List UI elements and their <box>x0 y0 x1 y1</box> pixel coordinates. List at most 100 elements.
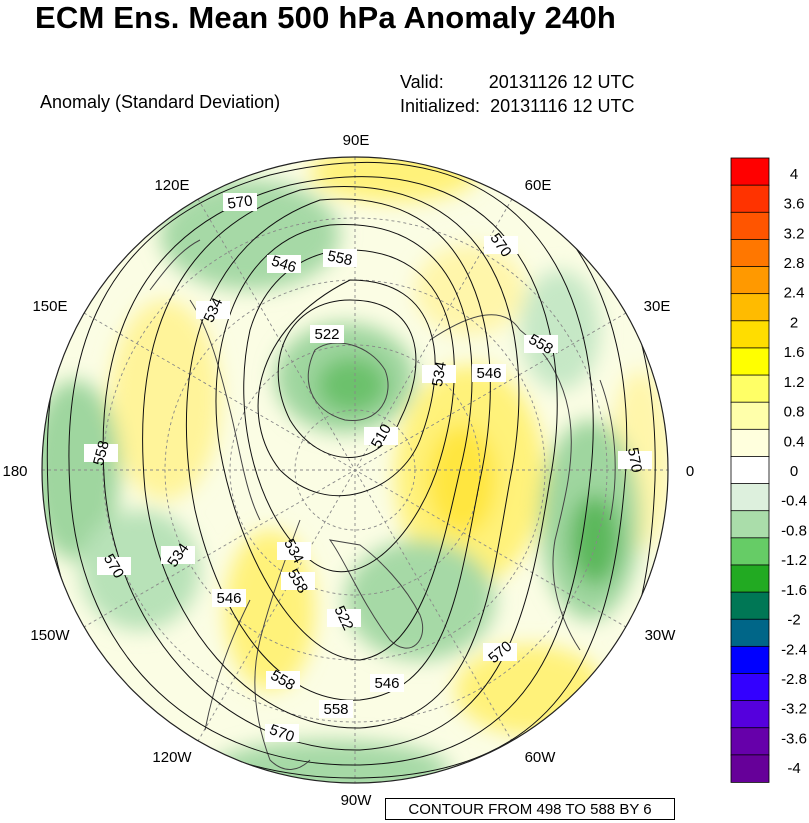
contour-labels: 570 558 546 534 522 510 558 546 534 522 … <box>84 192 652 746</box>
colorbar-cell <box>730 673 770 702</box>
colorbar-cell <box>730 564 770 593</box>
coast-greenland <box>328 539 424 649</box>
colorbar-tick-label: -0.8 <box>781 522 807 539</box>
contour-label-text: 546 <box>476 365 501 382</box>
coast-siberia-alaska <box>189 299 261 521</box>
lon-label-90e: 90E <box>343 132 370 149</box>
colorbar-cell <box>730 456 770 485</box>
lon-label-0: 0 <box>686 463 694 480</box>
lon-label-120e: 120E <box>154 177 189 194</box>
contour-label: 546 <box>212 589 246 607</box>
colorbar-cell <box>730 754 770 783</box>
colorbar-tick-label: 4 <box>790 166 798 183</box>
lon-label-30e: 30E <box>644 298 671 315</box>
coast-kamchatka <box>149 239 201 291</box>
colorbar-cell <box>730 483 770 512</box>
map-boundary <box>41 156 669 784</box>
longitude-labels: 90E 60E 30E 0 30W 60W 90W 120W 150W 180 … <box>2 132 694 809</box>
contour-label: 570 <box>223 192 257 213</box>
contour-516 <box>257 279 436 497</box>
coast-north-america-east <box>254 519 311 770</box>
colorbar-cell <box>730 293 770 322</box>
contour-label: 546 <box>370 674 404 692</box>
contour-label-text: 570 <box>624 446 645 474</box>
contour-label: 558 <box>319 700 353 718</box>
colorbar-tick-label: -3.6 <box>781 730 807 747</box>
positive-anomaly-america <box>225 530 315 690</box>
lon-label-30w: 30W <box>645 627 677 644</box>
colorbar-cell <box>730 700 770 729</box>
colorbar-cell <box>730 510 770 539</box>
contour-540 <box>142 186 520 729</box>
colorbar-cell <box>730 238 770 268</box>
contour-552 <box>68 162 594 766</box>
negative-anomaly-europe-core <box>570 495 620 585</box>
coast-polar-island <box>307 342 389 421</box>
contour-label-text: 546 <box>374 675 399 692</box>
colorbar-cell <box>730 645 770 675</box>
coastlines <box>149 239 616 770</box>
lon-label-180: 180 <box>2 463 27 480</box>
negative-anomaly-polar-core <box>317 357 387 413</box>
contour-546 <box>102 176 558 751</box>
contour-534 <box>185 198 491 701</box>
positive-anomaly-core <box>427 425 497 535</box>
colorbar-cell <box>730 591 770 621</box>
colorbar-tick-label: 3.6 <box>784 196 805 213</box>
colorbar-tick-label: -2.4 <box>781 641 807 658</box>
colorbar-tick-label: 2.8 <box>784 255 805 272</box>
colorbar-cell <box>730 374 770 403</box>
colorbar-tick-label: 2 <box>790 314 798 331</box>
lon-label-60w: 60W <box>525 749 557 766</box>
contour-label-text: 558 <box>326 248 354 270</box>
coast-russia-north <box>429 314 521 341</box>
valid-value: 20131126 12 UTC <box>488 72 635 92</box>
lon-label-150e: 150E <box>32 298 67 315</box>
contour-label-text: 522 <box>314 326 339 343</box>
contour-label-text: 570 <box>226 192 253 212</box>
colorbar-cell <box>730 618 770 648</box>
colorbar-tick-label: -4 <box>787 760 800 777</box>
contour-522 <box>243 249 455 573</box>
negative-anomaly-pacific-south <box>80 510 200 630</box>
lon-label-150w: 150W <box>30 627 70 644</box>
contour-label: 546 <box>267 253 301 276</box>
colorbar-cell <box>730 157 770 186</box>
init-label: Initialized: <box>400 96 481 116</box>
contour-528 <box>215 224 473 661</box>
contour-label: 558 <box>323 248 357 270</box>
negative-anomaly-south <box>210 740 450 783</box>
contour-info-box: CONTOUR FROM 498 TO 588 BY 6 <box>385 798 675 820</box>
colorbar-tick-label: -2.8 <box>781 671 807 688</box>
graticule <box>42 157 668 783</box>
colorbar-tick-label: 0 <box>790 463 798 480</box>
colorbar-labels: 4 3.6 3.2 2.8 2.4 2 1.6 1.2 0.8 0.4 0 -0.4 -0.8 -1.2 -… <box>781 166 807 777</box>
contour-label: 534 <box>422 360 456 388</box>
colorbar-tick-label: 0.8 <box>784 404 805 421</box>
coast-britain <box>599 379 616 521</box>
valid-time: Valid: 20131126 12 UTC <box>400 72 635 93</box>
contour-label: 510 <box>364 421 398 451</box>
valid-label: Valid: <box>400 72 444 92</box>
contour-label: 570 <box>618 446 652 474</box>
colorbar-cell <box>730 184 770 214</box>
colorbar-cell <box>730 347 770 376</box>
positive-anomaly-west <box>110 300 220 500</box>
colorbar-cell <box>730 428 770 458</box>
colorbar-cell <box>730 320 770 349</box>
contour-label-text: 534 <box>429 360 450 388</box>
coast-north-america-west <box>204 599 251 731</box>
colorbar-tick-label: -0.4 <box>781 493 807 510</box>
contour-label-text: 558 <box>323 701 348 718</box>
colorbar-cell <box>730 537 770 566</box>
anomaly-shading <box>42 157 668 783</box>
contour-label: 558 <box>84 439 118 467</box>
colorbar-tick-label: -2 <box>787 612 800 629</box>
contour-510 <box>277 299 417 458</box>
contour-label: 558 <box>266 667 300 694</box>
lon-label-90w: 90W <box>341 792 373 809</box>
positive-anomaly-ne <box>415 245 525 335</box>
contour-label: 570 <box>265 721 299 746</box>
colorbar-tick-label: 1.2 <box>784 374 805 391</box>
